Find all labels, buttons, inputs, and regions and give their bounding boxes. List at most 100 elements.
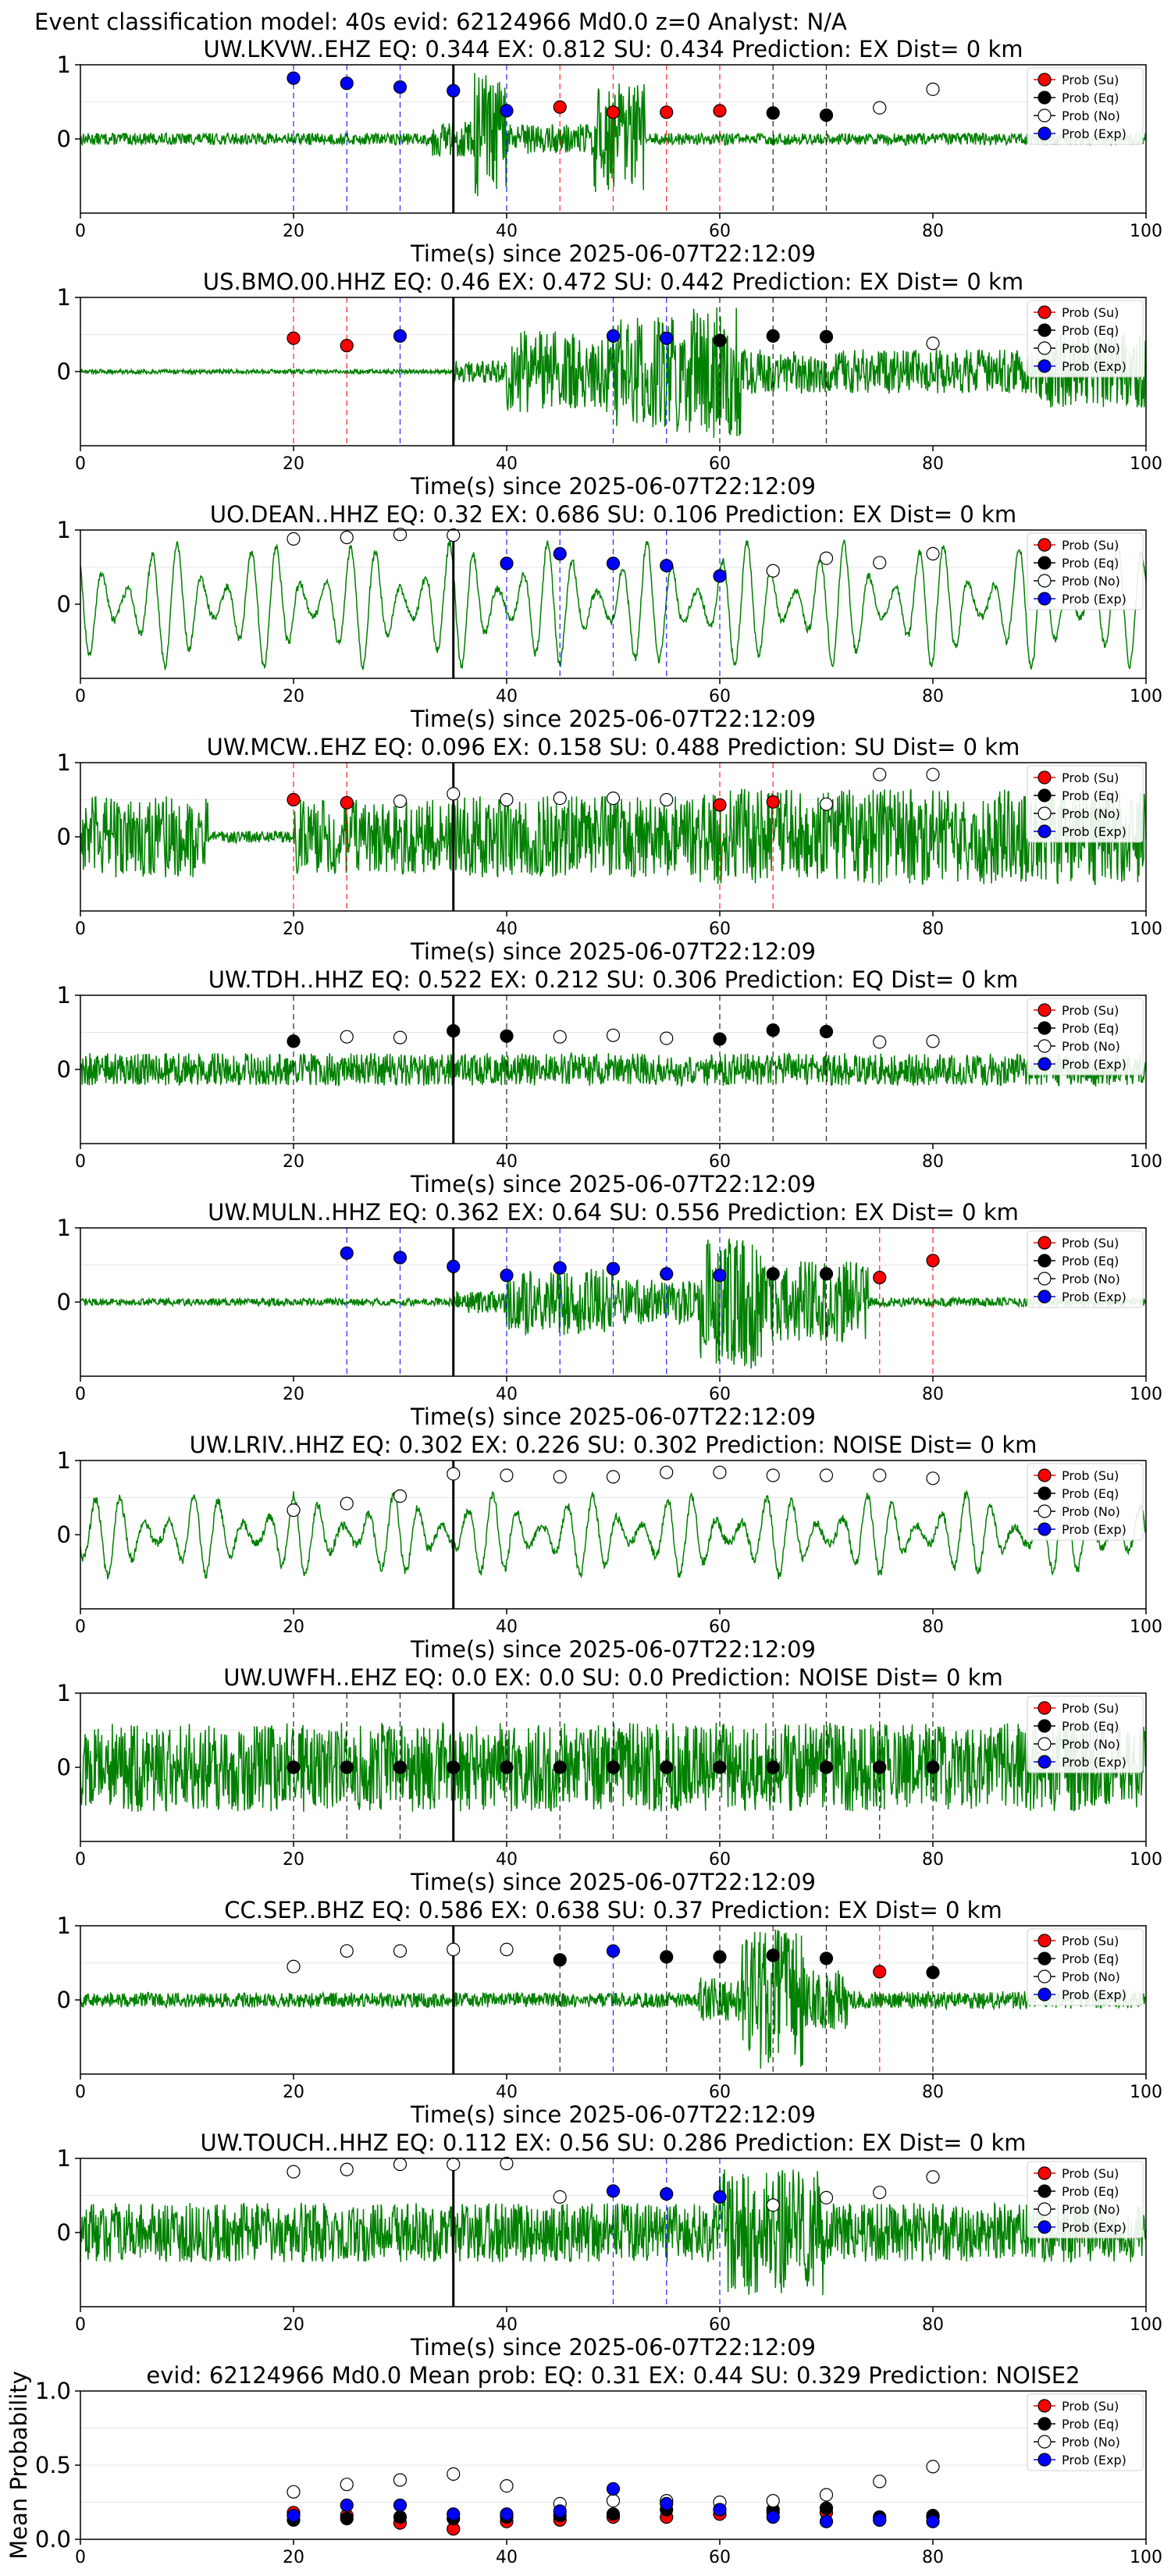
prob-point-su — [873, 1965, 887, 1979]
legend-label: Prob (Eq) — [1062, 2184, 1119, 2199]
prob-point-no — [393, 1944, 408, 1958]
y-tick-label: 1 — [57, 1447, 71, 1474]
x-tick-label: 20 — [283, 1152, 304, 1172]
legend-marker-eq — [1038, 91, 1052, 105]
x-tick-label: 40 — [496, 2548, 518, 2567]
legend-box — [1027, 1463, 1144, 1541]
prob-point-no — [393, 2158, 408, 2172]
x-tick-label: 80 — [922, 687, 944, 706]
prob-point-eq — [660, 1950, 674, 1964]
x-tick-label: 80 — [922, 1850, 944, 1870]
prob-point-no — [660, 1465, 674, 1479]
legend-label: Prob (Exp) — [1062, 359, 1127, 374]
legend-box — [1027, 2161, 1144, 2239]
prob-point-exp — [713, 569, 727, 583]
prob-point-no — [340, 1030, 354, 1044]
legend-label: Prob (Exp) — [1062, 1290, 1127, 1304]
prob-point-exp — [553, 1261, 567, 1275]
legend-marker-eq — [1038, 2417, 1052, 2431]
legend-marker-exp — [1038, 2453, 1052, 2467]
legend-marker-no — [1038, 2202, 1052, 2216]
prob-point-no — [873, 101, 887, 115]
x-tick-label: 0 — [75, 2315, 86, 2335]
x-axis-label: Time(s) since 2025-06-07T22:12:09 — [410, 1636, 816, 1663]
legend-label: Prob (Eq) — [1062, 1021, 1119, 1036]
legend-marker-no — [1038, 1504, 1052, 1518]
mean-point-eq — [819, 2501, 834, 2515]
panel-title: CC.SEP..BHZ EQ: 0.586 EX: 0.638 SU: 0.37… — [224, 1897, 1002, 1923]
x-tick-label: 40 — [496, 1152, 518, 1172]
legend-marker-exp — [1038, 359, 1052, 373]
x-tick-label: 60 — [709, 222, 731, 241]
chart-panel-10: UW.TOUCH..HHZ EQ: 0.112 EX: 0.56 SU: 0.2… — [57, 2129, 1162, 2361]
y-tick-label: 1 — [57, 1215, 71, 1241]
panel-title: UW.UWFH..EHZ EQ: 0.0 EX: 0.0 SU: 0.0 Pre… — [223, 1664, 1002, 1691]
prob-point-exp — [606, 329, 621, 343]
prob-point-su — [553, 100, 567, 114]
mean-point-exp — [606, 2482, 621, 2496]
prob-point-eq — [553, 1953, 567, 1967]
x-tick-label: 80 — [922, 920, 944, 939]
panel-title: UW.MULN..HHZ EQ: 0.362 EX: 0.64 SU: 0.55… — [208, 1199, 1019, 1226]
prob-point-no — [340, 530, 354, 545]
prob-point-eq — [819, 1267, 834, 1281]
x-axis-label: Time(s) since 2025-06-07T22:12:09 — [410, 938, 816, 965]
x-tick-label: 60 — [709, 1152, 731, 1172]
prob-point-exp — [713, 2190, 727, 2204]
chart-panel-8: UW.UWFH..EHZ EQ: 0.0 EX: 0.0 SU: 0.0 Pre… — [57, 1664, 1162, 1895]
prob-point-su — [926, 1254, 940, 1268]
legend-marker-exp — [1038, 1290, 1052, 1304]
prob-point-no — [819, 1468, 834, 1482]
legend-marker-no — [1038, 1039, 1052, 1053]
panel-title: UW.MCW..EHZ EQ: 0.096 EX: 0.158 SU: 0.48… — [207, 734, 1020, 760]
prob-point-exp — [287, 71, 301, 85]
legend-marker-no — [1038, 1737, 1052, 1751]
mean-point-eq — [340, 2511, 354, 2525]
legend-label: Prob (Exp) — [1062, 2220, 1127, 2235]
chart-panel-3: UO.DEAN..HHZ EQ: 0.32 EX: 0.686 SU: 0.10… — [57, 501, 1162, 732]
x-tick-label: 20 — [283, 454, 304, 474]
legend-marker-su — [1038, 770, 1052, 785]
mean-point-eq — [606, 2507, 621, 2521]
y-tick-label: 0 — [57, 591, 71, 617]
legend-marker-no — [1038, 574, 1052, 588]
prob-point-no — [873, 2186, 887, 2200]
y-tick-label: 0 — [57, 1754, 71, 1781]
x-tick-label: 40 — [496, 454, 518, 474]
x-tick-label: 100 — [1130, 1617, 1162, 1637]
prob-point-eq — [819, 329, 834, 343]
legend-label: Prob (Su) — [1062, 1003, 1119, 1018]
legend-marker-no — [1038, 1272, 1052, 1286]
prob-point-no — [447, 1467, 461, 1481]
prob-point-eq — [393, 1760, 408, 1774]
prob-point-exp — [393, 329, 408, 343]
prob-point-eq — [766, 329, 780, 343]
prob-point-no — [819, 797, 834, 811]
legend-label: Prob (Su) — [1062, 1934, 1119, 1948]
legend-marker-exp — [1038, 1987, 1052, 2001]
x-tick-label: 60 — [709, 454, 731, 474]
x-tick-label: 80 — [922, 454, 944, 474]
prob-point-no — [500, 1942, 514, 1956]
prob-point-eq — [766, 1760, 780, 1774]
x-tick-label: 20 — [283, 222, 304, 241]
legend-marker-no — [1038, 109, 1052, 123]
x-tick-label: 40 — [496, 920, 518, 939]
prob-point-eq — [500, 1029, 514, 1043]
legend-label: Prob (Eq) — [1062, 1719, 1119, 1734]
x-tick-label: 40 — [496, 1385, 518, 1404]
prob-point-no — [766, 564, 780, 578]
legend-marker-eq — [1038, 1486, 1052, 1500]
legend-marker-eq — [1038, 1719, 1052, 1733]
legend-label: Prob (Su) — [1062, 73, 1119, 87]
legend-box — [1027, 300, 1144, 378]
mean-point-no — [873, 2475, 887, 2489]
mean-point-no — [766, 2494, 780, 2508]
chart-panel-5: UW.TDH..HHZ EQ: 0.522 EX: 0.212 SU: 0.30… — [57, 966, 1162, 1197]
prob-point-exp — [553, 546, 567, 561]
legend-label: Prob (Exp) — [1062, 1755, 1127, 1770]
prob-point-eq — [819, 1760, 834, 1774]
legend-label: Prob (Eq) — [1062, 1486, 1119, 1501]
x-tick-label: 60 — [709, 2548, 731, 2567]
y-tick-label: 0 — [57, 1289, 71, 1315]
